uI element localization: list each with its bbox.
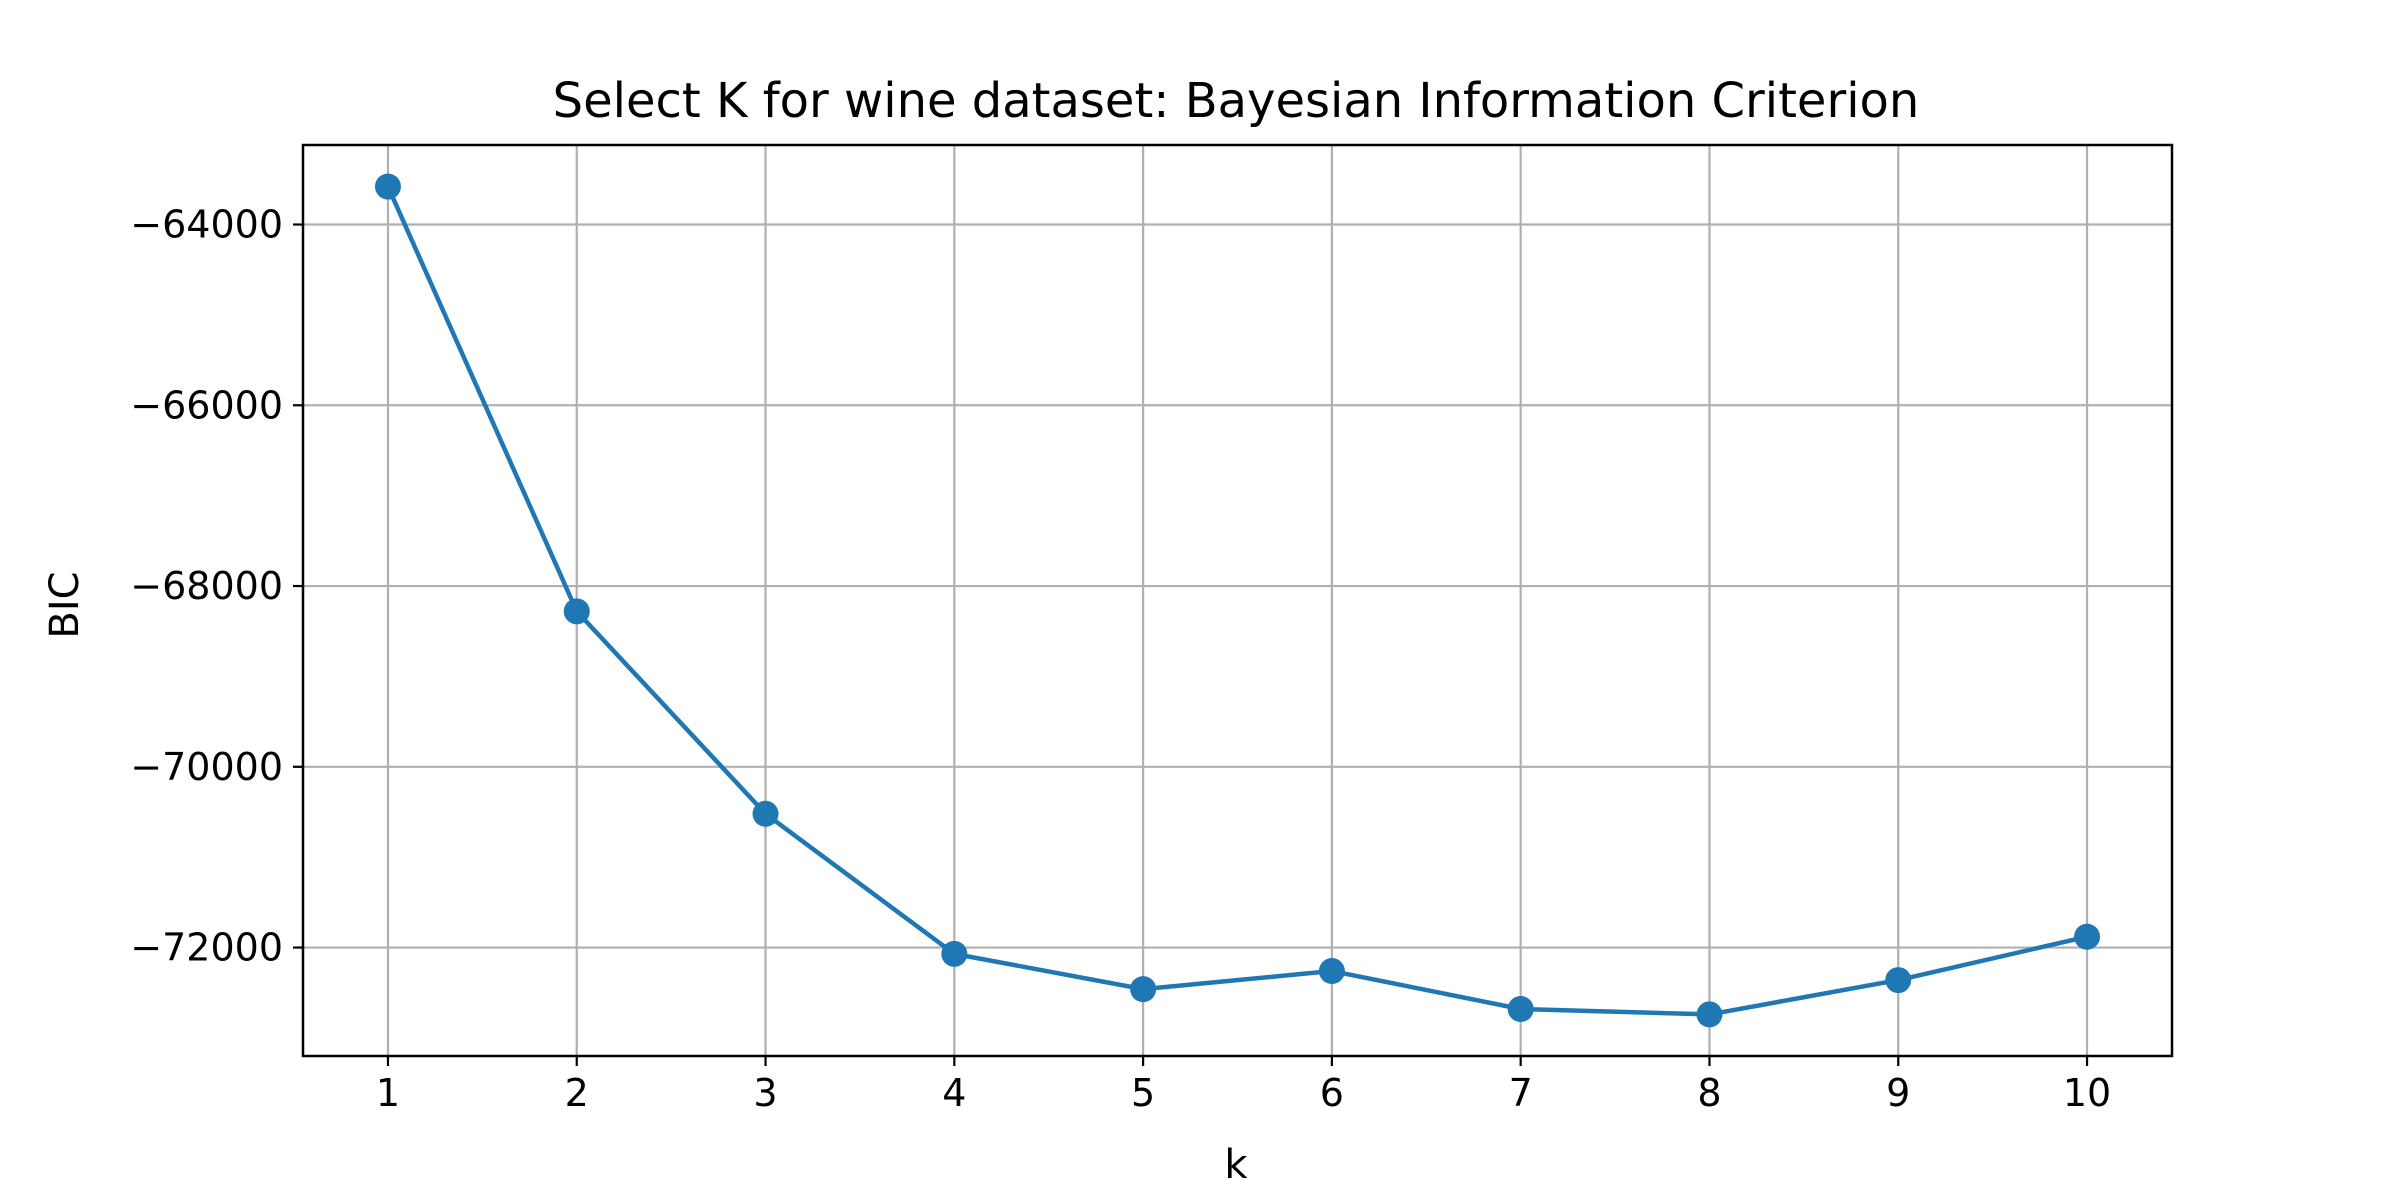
y-tick-label: −72000 <box>130 926 283 970</box>
data-point <box>1318 958 1345 985</box>
data-point <box>1885 967 1912 994</box>
x-tick-label: 8 <box>1697 1071 1721 1115</box>
axis-ticks: 1 2 3 4 5 6 7 8 9 10 −64000 −66000 −68000 −70000 −7200… <box>130 203 2111 1115</box>
y-tick-label: −66000 <box>130 383 283 427</box>
series-line <box>385 185 2088 1017</box>
y-axis-label: BIC <box>42 571 88 638</box>
y-tick-label: −64000 <box>130 203 283 247</box>
plot-area-frame <box>301 143 2174 1058</box>
data-point <box>1696 1001 1723 1028</box>
y-tick-label: −68000 <box>130 564 283 608</box>
series-marker-layer <box>374 173 2101 1028</box>
x-tick-label: 10 <box>2063 1071 2111 1115</box>
x-tick-label: 6 <box>1320 1071 1344 1115</box>
series-line-layer <box>385 185 2088 1017</box>
x-tick-label: 3 <box>753 1071 777 1115</box>
x-tick-label: 9 <box>1886 1071 1910 1115</box>
data-point <box>2074 923 2101 950</box>
chart-title: Select K for wine dataset: Bayesian Info… <box>553 73 1920 129</box>
y-tick-label: −70000 <box>130 745 283 789</box>
grid-lines <box>303 145 2172 1056</box>
x-tick-label: 5 <box>1131 1071 1155 1115</box>
x-tick-label: 4 <box>942 1071 966 1115</box>
data-point <box>563 598 590 625</box>
data-point <box>1130 976 1157 1003</box>
x-tick-label: 7 <box>1509 1071 1533 1115</box>
x-tick-label: 1 <box>376 1071 400 1115</box>
x-axis-label: k <box>1224 1142 1248 1188</box>
data-point <box>1507 996 1534 1023</box>
data-point <box>941 940 968 967</box>
x-tick-label: 2 <box>565 1071 589 1115</box>
data-point <box>374 173 401 200</box>
data-point <box>752 800 779 827</box>
